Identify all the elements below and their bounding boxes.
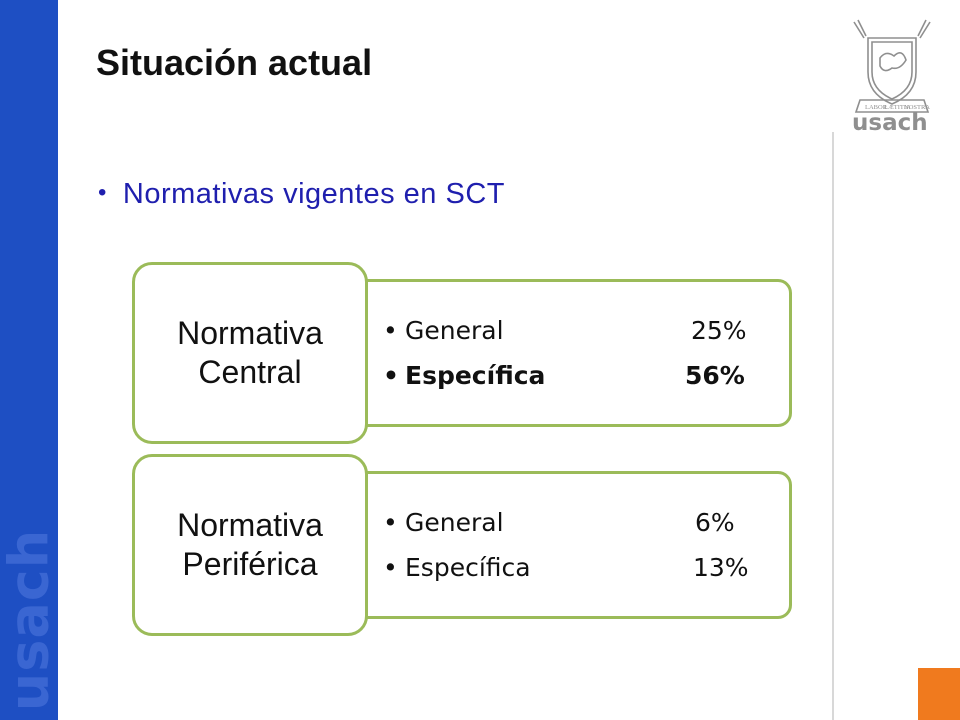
- left-brand-bar: usach: [0, 0, 61, 720]
- central-especifica-label: Específica: [405, 361, 546, 390]
- orange-accent-block: [918, 668, 960, 720]
- slide-title: Situación actual: [96, 42, 373, 83]
- sidebar-brand-text: usach: [0, 528, 61, 712]
- central-especifica-item: • Específica 56%: [383, 361, 745, 390]
- central-general-label: General: [405, 316, 504, 345]
- motto-word-3: NOSTRA: [904, 104, 930, 111]
- periferica-especifica-label: Específica: [405, 553, 531, 582]
- vertical-divider: [832, 132, 834, 720]
- periferica-general-item: • General 6%: [383, 508, 735, 537]
- normativa-periferica-details: • General 6% • Específica 13%: [292, 471, 792, 619]
- central-general-item: • General 25%: [383, 316, 747, 345]
- central-label-line2: Central: [198, 354, 302, 390]
- periferica-especifica-item: • Específica 13%: [383, 553, 749, 582]
- periferica-especifica-value: 13%: [693, 553, 749, 582]
- motto-word-2: LÆTITIA: [884, 104, 911, 111]
- logo-wordmark: usach: [852, 110, 928, 136]
- main-bullet-text: Normativas vigentes en SCT: [122, 178, 505, 210]
- normativa-periferica-label: Normativa Periférica: [132, 454, 368, 636]
- normativa-central-group: • General 25% • Específica 56% Normativa…: [132, 262, 796, 446]
- periferica-label-line2: Periférica: [182, 546, 318, 582]
- bullet-dot-icon: •: [98, 179, 107, 206]
- normativa-central-details: • General 25% • Específica 56%: [292, 279, 792, 427]
- central-general-value: 25%: [691, 316, 747, 345]
- periferica-label-line1: Normativa: [177, 506, 323, 543]
- motto-word-1: LABOR: [865, 104, 888, 111]
- central-label-line1: Normativa: [177, 314, 323, 351]
- normativa-central-label: Normativa Central: [132, 262, 368, 444]
- main-bullet: • Normativas vigentes en SCT: [98, 178, 505, 211]
- periferica-general-label: General: [405, 508, 504, 537]
- university-crest-logo: LABOR LÆTITIA NOSTRA: [853, 19, 931, 113]
- periferica-general-value: 6%: [695, 508, 735, 537]
- central-especifica-value: 56%: [685, 361, 745, 390]
- normativa-periferica-group: • General 6% • Específica 13% Normativa …: [132, 454, 796, 638]
